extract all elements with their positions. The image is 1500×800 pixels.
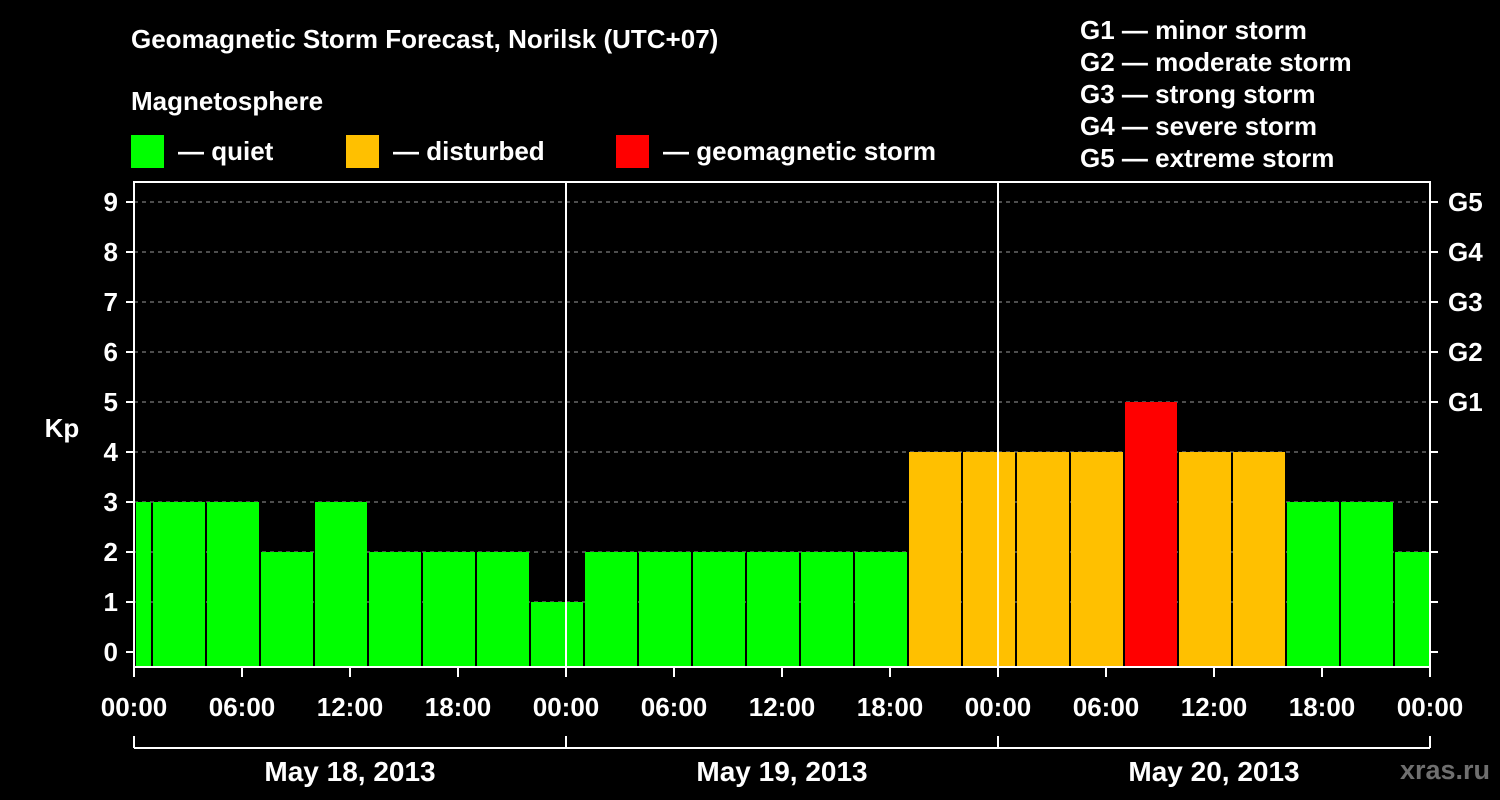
x-tick-label: 00:00 bbox=[101, 692, 168, 722]
x-tick-label: 00:00 bbox=[965, 692, 1032, 722]
x-tick-label: 18:00 bbox=[1289, 692, 1356, 722]
y-tick-label: 0 bbox=[104, 637, 118, 667]
kp-bar bbox=[693, 552, 745, 667]
kp-bar bbox=[585, 552, 637, 667]
storm-scale-g2: G2 — moderate storm bbox=[1080, 47, 1352, 77]
y-tick-label: 5 bbox=[104, 387, 118, 417]
storm-scale-legend: G1 — minor storm G2 — moderate storm G3 … bbox=[1080, 14, 1352, 174]
right-axis-label: G3 bbox=[1448, 287, 1483, 317]
kp-bar bbox=[1017, 452, 1069, 667]
storm-scale-g1: G1 — minor storm bbox=[1080, 15, 1307, 45]
x-tick-label: 18:00 bbox=[425, 692, 492, 722]
y-tick-label: 3 bbox=[104, 487, 118, 517]
kp-bar bbox=[315, 502, 367, 667]
kp-bar bbox=[207, 502, 259, 667]
kp-bar bbox=[1125, 402, 1177, 667]
y-tick-label: 6 bbox=[104, 337, 118, 367]
x-tick-label: 06:00 bbox=[1073, 692, 1140, 722]
date-label: May 20, 2013 bbox=[1128, 756, 1299, 787]
kp-bar bbox=[1233, 452, 1285, 667]
y-axis-label: Kp bbox=[45, 413, 80, 443]
kp-bar bbox=[801, 552, 853, 667]
kp-bar bbox=[261, 552, 313, 667]
kp-bar bbox=[909, 452, 961, 667]
x-tick-label: 12:00 bbox=[749, 692, 816, 722]
right-axis-label: G2 bbox=[1448, 337, 1483, 367]
legend-item-storm: — geomagnetic storm bbox=[616, 134, 936, 168]
kp-bar bbox=[477, 552, 529, 667]
y-tick-label: 2 bbox=[104, 537, 118, 567]
storm-scale-g3: G3 — strong storm bbox=[1080, 79, 1316, 109]
right-axis-label: G4 bbox=[1448, 237, 1483, 267]
y-tick-label: 4 bbox=[104, 437, 119, 467]
watermark: xras.ru bbox=[1399, 755, 1490, 785]
legend-label-disturbed: — disturbed bbox=[393, 135, 545, 166]
x-tick-label: 00:00 bbox=[1397, 692, 1464, 722]
x-tick-label: 12:00 bbox=[1181, 692, 1248, 722]
kp-bar bbox=[747, 552, 799, 667]
magnetosphere-label: Magnetosphere bbox=[131, 86, 324, 116]
right-axis-label: G5 bbox=[1448, 187, 1483, 217]
kp-bar bbox=[531, 602, 583, 667]
kp-bar bbox=[1071, 452, 1123, 667]
kp-bar bbox=[423, 552, 475, 667]
x-tick-label: 18:00 bbox=[857, 692, 924, 722]
y-tick-label: 8 bbox=[104, 237, 118, 267]
kp-bar bbox=[855, 552, 907, 667]
kp-bar bbox=[369, 552, 421, 667]
x-tick-label: 06:00 bbox=[209, 692, 276, 722]
date-label: May 19, 2013 bbox=[696, 756, 867, 787]
x-tick-label: 12:00 bbox=[317, 692, 384, 722]
y-tick-label: 9 bbox=[104, 187, 118, 217]
legend-swatch-storm bbox=[616, 134, 649, 168]
legend-item-quiet: — quiet bbox=[131, 134, 273, 168]
y-tick-label: 7 bbox=[104, 287, 118, 317]
kp-bar bbox=[1179, 452, 1231, 667]
storm-scale-g4: G4 — severe storm bbox=[1080, 111, 1318, 141]
right-axis-label: G1 bbox=[1448, 387, 1483, 417]
legend-swatch-quiet bbox=[131, 134, 164, 168]
kp-bar bbox=[1341, 502, 1393, 667]
kp-bar bbox=[963, 452, 1015, 667]
kp-bar bbox=[153, 502, 205, 667]
legend-item-disturbed: — disturbed bbox=[346, 134, 545, 168]
kp-bar bbox=[639, 552, 691, 667]
x-tick-label: 06:00 bbox=[641, 692, 708, 722]
y-tick-label: 1 bbox=[104, 587, 118, 617]
storm-scale-g5: G5 — extreme storm bbox=[1080, 143, 1335, 173]
x-tick-label: 00:00 bbox=[533, 692, 600, 722]
legend-swatch-disturbed bbox=[346, 134, 379, 168]
date-label: May 18, 2013 bbox=[264, 756, 435, 787]
chart-title: Geomagnetic Storm Forecast, Norilsk (UTC… bbox=[131, 24, 719, 54]
legend-label-quiet: — quiet bbox=[178, 135, 274, 166]
kp-bar bbox=[1395, 552, 1429, 667]
legend-label-storm: — geomagnetic storm bbox=[663, 135, 937, 166]
kp-bar bbox=[136, 502, 151, 667]
kp-bar bbox=[1287, 502, 1339, 667]
